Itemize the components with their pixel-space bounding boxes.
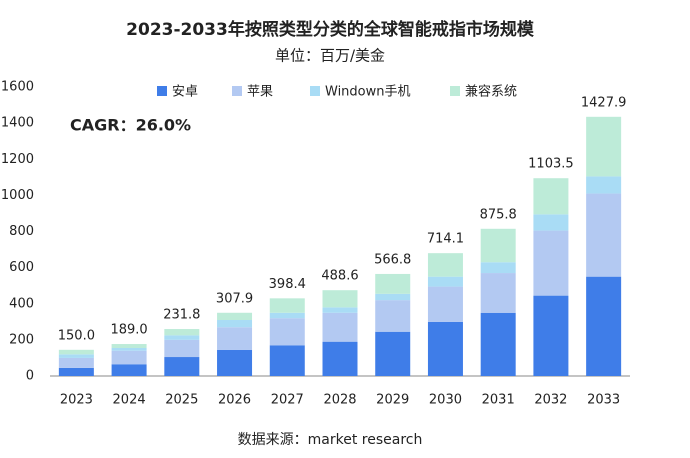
y-tick-label: 1000: [1, 188, 34, 203]
source: 数据来源：market research: [238, 432, 423, 448]
legend-swatch: [310, 86, 320, 96]
bar-segment: [533, 178, 569, 215]
bar-segment: [586, 276, 622, 376]
x-tick-label: 2023: [60, 393, 93, 408]
bar-segment: [269, 298, 305, 313]
x-tick-label: 2027: [271, 393, 304, 408]
bar-segment: [111, 350, 147, 365]
bar-segment: [480, 273, 516, 313]
legend-label: Windown手机: [325, 85, 411, 100]
bar-segment: [217, 327, 253, 350]
bar-segment: [322, 290, 358, 308]
total-label: 307.9: [216, 291, 253, 306]
y-tick-label: 1400: [1, 116, 34, 131]
legend-label: 安卓: [172, 85, 198, 100]
bar-segment: [269, 318, 305, 346]
bar-segment: [480, 228, 516, 263]
bar-segment: [586, 176, 622, 194]
legend-swatch: [157, 86, 167, 96]
bar-segment: [164, 329, 200, 336]
bar-segment: [322, 341, 358, 376]
bar-segment: [586, 193, 622, 277]
total-label: 231.8: [163, 308, 200, 323]
bar-segment: [58, 367, 94, 376]
x-tick-label: 2030: [429, 393, 462, 408]
bar-segment: [111, 344, 147, 349]
annotation: CAGR：26.0%: [70, 116, 191, 135]
bar-segment: [533, 295, 569, 376]
bar-segment: [375, 300, 411, 332]
total-label: 398.4: [269, 277, 306, 292]
bar-segment: [322, 307, 358, 313]
bar-segment: [322, 312, 358, 342]
bar-segment: [58, 354, 94, 358]
legend-label: 兼容系统: [465, 84, 517, 100]
bar-segment: [164, 335, 200, 340]
chart-subtitle: 单位：百万/美金: [275, 47, 385, 65]
x-tick-label: 2029: [376, 393, 409, 408]
x-tick-label: 2026: [218, 393, 251, 408]
y-tick-label: 1600: [1, 80, 34, 95]
bar-segment: [164, 357, 200, 376]
bar-segment: [427, 321, 463, 376]
bar-segment: [58, 357, 94, 368]
y-tick-label: 800: [9, 224, 34, 239]
y-tick-label: 600: [9, 260, 34, 275]
legend-swatch: [450, 86, 460, 96]
bar-segment: [164, 339, 200, 358]
bar-segment: [533, 230, 569, 296]
x-tick-label: 2028: [323, 393, 356, 408]
y-tick-label: 0: [26, 369, 34, 384]
y-tick-label: 1200: [1, 152, 34, 167]
bar-segment: [269, 312, 305, 319]
total-label: 488.6: [321, 269, 358, 284]
bar-segment: [533, 214, 569, 231]
x-tick-label: 2031: [482, 393, 515, 408]
bar-segment: [480, 312, 516, 376]
bar-segment: [217, 349, 253, 376]
bar-segment: [375, 331, 411, 376]
bar-segment: [586, 116, 622, 177]
total-label: 875.8: [480, 207, 517, 222]
total-label: 1427.9: [581, 95, 627, 110]
bar-segment: [111, 364, 147, 376]
total-label: 189.0: [110, 323, 147, 338]
bar-segment: [375, 293, 411, 301]
y-tick-label: 200: [9, 332, 34, 347]
legend-swatch: [232, 86, 242, 96]
chart-title: 2023-2033年按照类型分类的全球智能戒指市场规模: [126, 19, 535, 40]
y-tick-label: 400: [9, 296, 34, 311]
bar-segment: [375, 273, 411, 294]
x-tick-label: 2032: [534, 393, 567, 408]
bar-segment: [58, 349, 94, 355]
bar-segment: [427, 253, 463, 277]
total-label: 1103.5: [528, 157, 574, 172]
bar-segment: [269, 345, 305, 376]
bar-segment: [217, 320, 253, 328]
x-tick-label: 2025: [165, 393, 198, 408]
total-label: 150.0: [58, 328, 95, 343]
bar-segment: [427, 276, 463, 287]
total-label: 566.8: [374, 252, 411, 267]
bar-segment: [111, 348, 147, 351]
x-tick-label: 2024: [113, 393, 146, 408]
bar-segment: [217, 312, 253, 321]
legend-label: 苹果: [247, 85, 273, 100]
bar-segment: [480, 262, 516, 274]
bar-segment: [427, 286, 463, 322]
x-tick-label: 2033: [587, 393, 620, 408]
total-label: 714.1: [427, 232, 464, 247]
